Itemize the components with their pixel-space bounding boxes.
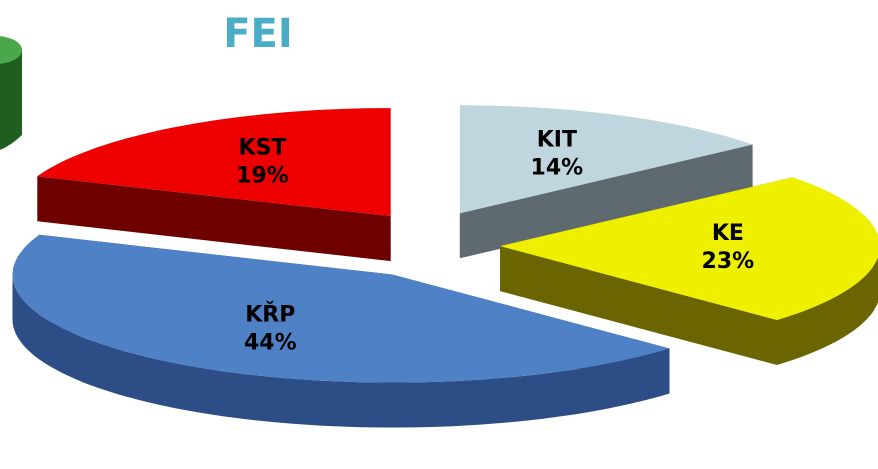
slice-side: [12, 274, 670, 428]
slice-category-label: KST: [239, 135, 287, 160]
slice-category-label: KIT: [537, 128, 577, 153]
chart-title: FEI: [223, 11, 293, 57]
slice-side: [777, 257, 878, 365]
slice-value-label: 44%: [244, 330, 297, 355]
slice: [12, 234, 670, 383]
slice-value-label: 14%: [531, 156, 584, 181]
slice: [37, 108, 391, 217]
slice-value-label: 23%: [702, 249, 755, 274]
slice-category-label: KŘP: [245, 301, 295, 327]
slice-category-label: KE: [712, 221, 744, 246]
slice: [500, 177, 878, 320]
slice-wall: [500, 246, 777, 365]
decoration-cylinder: [0, 36, 22, 150]
slice-wall: [459, 144, 753, 259]
slice-value-label: 19%: [236, 163, 289, 188]
slice-wall: [37, 176, 391, 262]
slice: [459, 105, 753, 214]
